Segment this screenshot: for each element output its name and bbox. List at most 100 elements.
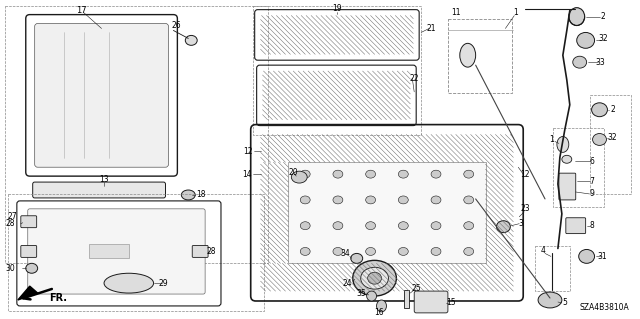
Ellipse shape <box>431 222 441 230</box>
Ellipse shape <box>562 155 572 163</box>
Text: 2: 2 <box>600 12 605 21</box>
Text: 20: 20 <box>289 168 298 177</box>
Text: 22: 22 <box>410 73 419 83</box>
Text: 1: 1 <box>513 8 518 17</box>
Ellipse shape <box>593 134 607 145</box>
Bar <box>8 194 264 311</box>
Ellipse shape <box>186 35 197 45</box>
Ellipse shape <box>365 196 376 204</box>
Ellipse shape <box>460 43 476 67</box>
Ellipse shape <box>181 190 195 200</box>
Ellipse shape <box>361 267 388 289</box>
Text: 35: 35 <box>357 289 367 298</box>
Text: 17: 17 <box>76 6 87 15</box>
Ellipse shape <box>573 56 587 68</box>
Ellipse shape <box>398 222 408 230</box>
Ellipse shape <box>591 103 607 117</box>
Polygon shape <box>18 286 38 300</box>
Ellipse shape <box>104 273 154 293</box>
FancyBboxPatch shape <box>33 182 166 198</box>
Text: 16: 16 <box>374 308 383 317</box>
Text: FR.: FR. <box>49 293 68 303</box>
Text: 3: 3 <box>519 219 524 228</box>
Bar <box>553 128 604 207</box>
Ellipse shape <box>464 196 474 204</box>
FancyBboxPatch shape <box>28 209 205 294</box>
Ellipse shape <box>365 222 376 230</box>
Ellipse shape <box>26 263 38 273</box>
Ellipse shape <box>333 196 343 204</box>
Text: 12: 12 <box>520 170 530 179</box>
Ellipse shape <box>431 196 441 204</box>
Ellipse shape <box>431 170 441 178</box>
Ellipse shape <box>300 196 310 204</box>
Text: 29: 29 <box>159 279 168 288</box>
Text: 33: 33 <box>596 58 605 67</box>
Text: 7: 7 <box>589 177 594 186</box>
Text: 21: 21 <box>426 24 436 33</box>
Text: 11: 11 <box>451 8 461 17</box>
Ellipse shape <box>569 8 585 26</box>
Ellipse shape <box>579 249 595 263</box>
Text: 34: 34 <box>340 249 349 258</box>
Ellipse shape <box>538 292 562 308</box>
Text: 9: 9 <box>589 189 594 198</box>
FancyBboxPatch shape <box>35 24 168 167</box>
Text: 4: 4 <box>541 246 545 255</box>
Ellipse shape <box>577 33 595 48</box>
Ellipse shape <box>351 253 363 263</box>
Text: 12: 12 <box>243 147 253 156</box>
Text: 19: 19 <box>332 4 342 13</box>
Text: 24: 24 <box>342 279 352 288</box>
Ellipse shape <box>398 170 408 178</box>
Text: 31: 31 <box>598 252 607 261</box>
Bar <box>89 243 129 258</box>
FancyBboxPatch shape <box>192 246 208 257</box>
Ellipse shape <box>557 137 569 152</box>
FancyBboxPatch shape <box>21 216 36 228</box>
FancyBboxPatch shape <box>21 246 36 257</box>
Ellipse shape <box>300 248 310 256</box>
Text: 5: 5 <box>563 299 567 308</box>
Text: 32: 32 <box>607 133 617 142</box>
Text: 6: 6 <box>589 157 594 166</box>
Text: 25: 25 <box>412 284 421 293</box>
Ellipse shape <box>376 300 387 312</box>
Ellipse shape <box>464 222 474 230</box>
Ellipse shape <box>291 171 307 183</box>
Text: SZA4B3810A: SZA4B3810A <box>580 303 630 312</box>
FancyBboxPatch shape <box>414 291 448 313</box>
Ellipse shape <box>398 196 408 204</box>
FancyBboxPatch shape <box>566 218 586 234</box>
Text: 14: 14 <box>242 170 252 179</box>
Text: 13: 13 <box>99 174 109 184</box>
FancyBboxPatch shape <box>559 173 576 200</box>
Bar <box>289 162 486 263</box>
Ellipse shape <box>333 248 343 256</box>
Text: 23: 23 <box>520 204 530 213</box>
Bar <box>535 247 570 291</box>
Ellipse shape <box>398 248 408 256</box>
Text: 30: 30 <box>5 264 15 273</box>
Bar <box>404 290 409 308</box>
Bar <box>253 6 421 135</box>
Ellipse shape <box>367 272 381 284</box>
Text: 8: 8 <box>589 221 594 230</box>
Text: 26: 26 <box>172 21 181 30</box>
Ellipse shape <box>333 222 343 230</box>
Ellipse shape <box>365 248 376 256</box>
Text: 27: 27 <box>7 212 17 221</box>
Ellipse shape <box>464 170 474 178</box>
Ellipse shape <box>431 248 441 256</box>
Text: 28: 28 <box>206 247 216 256</box>
Bar <box>5 6 268 263</box>
Text: 1: 1 <box>550 135 554 144</box>
Bar <box>589 95 631 194</box>
Ellipse shape <box>365 170 376 178</box>
Ellipse shape <box>353 260 396 296</box>
Ellipse shape <box>367 291 376 301</box>
Ellipse shape <box>497 221 510 233</box>
Text: 18: 18 <box>196 190 205 199</box>
Ellipse shape <box>464 248 474 256</box>
Ellipse shape <box>300 170 310 178</box>
